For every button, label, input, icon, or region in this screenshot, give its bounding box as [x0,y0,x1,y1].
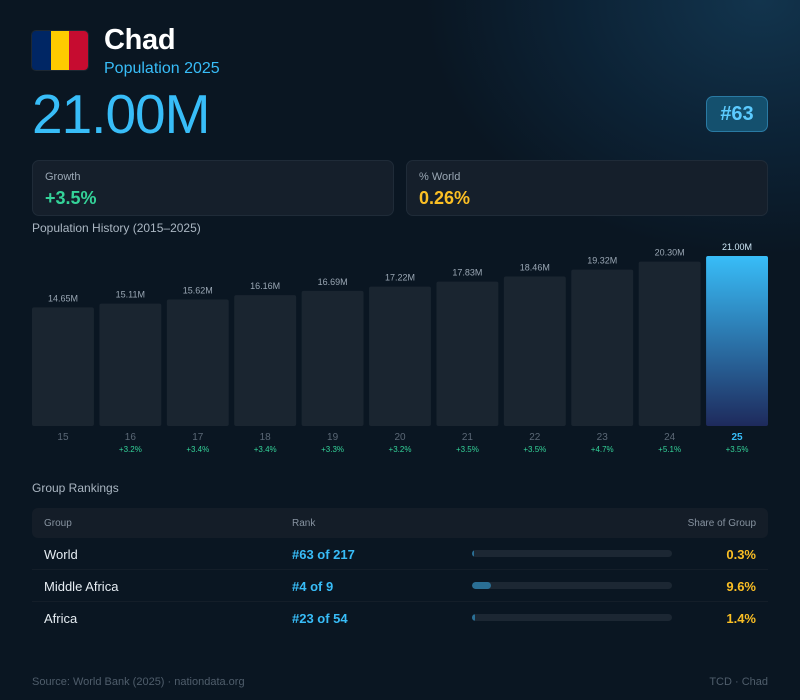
year-tick-label: 16 [125,432,137,443]
source-note: Source: World Bank (2025) · nationdata.o… [32,676,245,688]
bar-value-label: 20.30M [655,248,685,258]
chart-bar [32,307,94,426]
year-tick-label: 24 [664,432,676,443]
bar-value-label: 16.16M [250,281,280,291]
table-row: World #63 of 217 0.3% [32,538,768,570]
growth-rate-label: +3.5% [523,445,546,454]
header-rank: Rank [292,518,316,529]
growth-rate-label: +5.1% [658,445,681,454]
year-tick-label: 20 [394,432,406,443]
share-bar [472,550,672,557]
year-tick-label: 18 [260,432,272,443]
bar-value-label: 16.69M [318,277,348,287]
growth-rate-label: +3.2% [389,445,412,454]
history-title: Population History (2015–2025) [32,221,201,235]
flag-stripe-blue [32,31,51,70]
year-tick-label: 19 [327,432,339,443]
share-bar [472,582,672,589]
share-bar-fill [472,550,474,557]
group-share: 1.4% [726,611,756,626]
chart-bar [706,256,768,426]
flag-stripe-red [69,31,88,70]
group-share: 0.3% [726,547,756,562]
chart-bar [638,261,701,426]
year-tick-label: 25 [731,432,743,443]
country-flag [32,31,88,70]
chart-bar [369,286,431,426]
rankings-table: Group Rank Share of Group World #63 of 2… [32,508,768,634]
year-tick-label: 17 [192,432,204,443]
year-tick-label: 21 [462,432,474,443]
page-subtitle: Population 2025 [104,60,220,77]
growth-rate-label: +3.3% [321,445,344,454]
table-row: Middle Africa #4 of 9 9.6% [32,570,768,602]
bar-value-label: 18.46M [520,263,550,273]
header-share: Share of Group [687,518,756,529]
rank-badge: #63 [706,96,768,132]
year-tick-label: 22 [529,432,541,443]
year-tick-label: 23 [597,432,609,443]
growth-value: +3.5% [45,188,97,208]
country-code: TCD · Chad [709,676,768,688]
growth-rate-label: +4.7% [591,445,614,454]
share-bar-fill [472,614,475,621]
world-share-label: % World [419,171,461,183]
chart-bar [301,290,364,426]
bar-value-label: 14.65M [48,293,78,303]
chart-bar [234,295,297,426]
growth-rate-label: +3.2% [119,445,142,454]
chart-bar [166,299,229,426]
share-bar-fill [472,582,492,589]
world-share-value: 0.26% [419,188,471,208]
growth-rate-label: +3.5% [726,445,749,454]
table-header: Group Rank Share of Group [32,508,768,538]
group-name: Middle Africa [44,579,119,594]
bar-value-label: 17.83M [452,268,482,278]
group-rank: #4 of 9 [292,579,334,594]
chart-bar [503,276,566,426]
table-row: Africa #23 of 54 1.4% [32,602,768,634]
flag-stripe-yellow [50,31,70,70]
world-share-card: % World 0.26% [406,160,768,216]
header-group: Group [44,518,72,529]
bar-value-label: 15.11M [116,290,145,300]
chart-bar [571,269,634,426]
group-share: 9.6% [726,579,756,594]
chart-bar [99,303,162,426]
year-tick-label: 15 [57,432,69,443]
country-name: Chad [104,24,176,56]
group-name: Africa [44,611,78,626]
population-value: 21.00M [32,83,210,145]
rankings-title: Group Rankings [32,481,119,495]
bar-value-label: 19.32M [587,256,617,266]
bar-value-label: 15.62M [183,286,213,296]
bar-value-label: 21.00M [722,242,752,252]
group-rank: #63 of 217 [292,547,355,562]
bar-value-label: 17.22M [385,273,415,283]
growth-card: Growth +3.5% [32,160,394,216]
group-rank: #23 of 54 [292,611,348,626]
chart-bar [436,281,499,426]
growth-rate-label: +3.5% [456,445,479,454]
growth-rate-label: +3.4% [186,445,209,454]
growth-rate-label: +3.4% [254,445,277,454]
share-bar [472,614,672,621]
group-name: World [44,547,78,562]
growth-label: Growth [45,171,81,183]
